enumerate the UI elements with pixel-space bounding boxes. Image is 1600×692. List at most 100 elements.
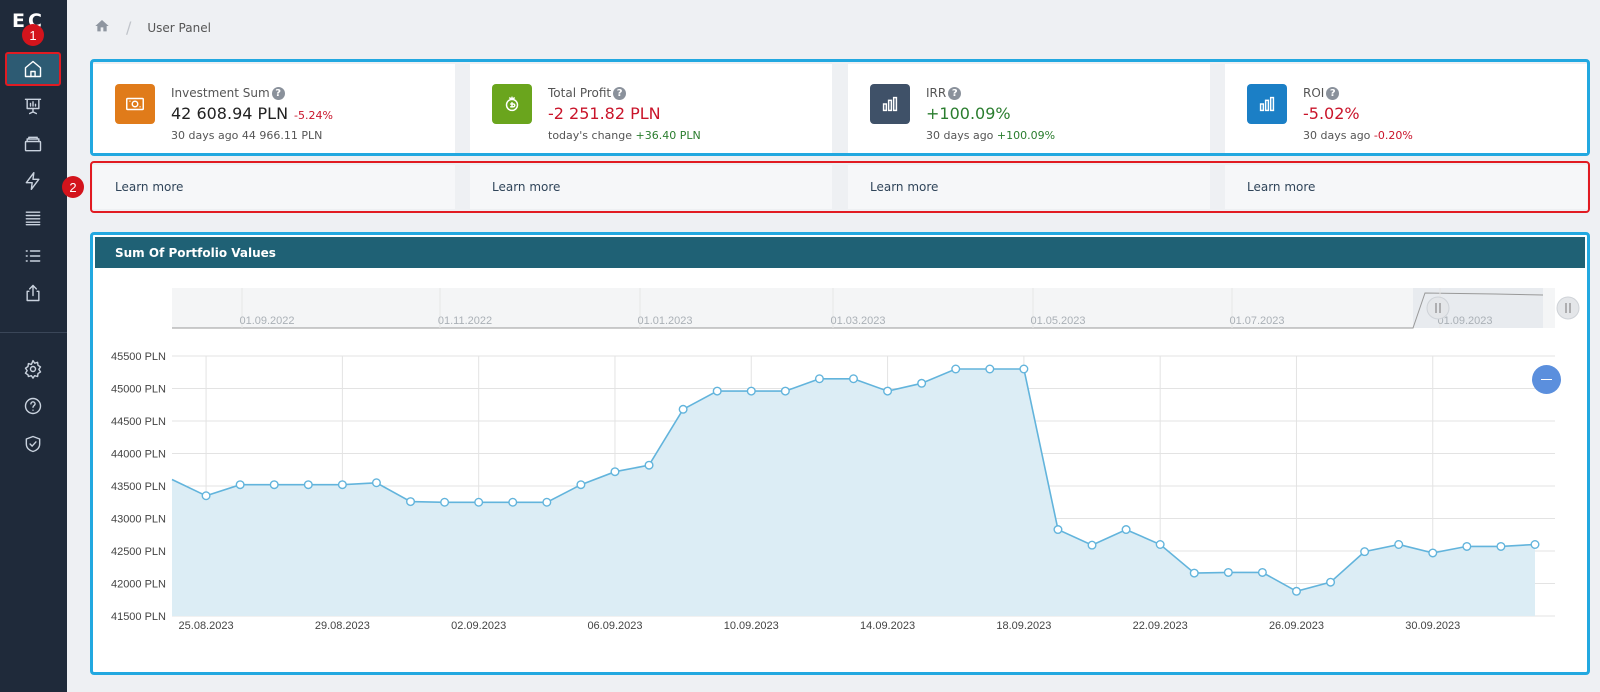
data-point [1155,540,1165,550]
data-point [337,480,347,490]
data-point [406,497,416,507]
stat-value: +100.09% [926,104,1011,123]
data-point [849,374,859,384]
sidebar-item-security[interactable] [12,428,54,460]
data-point [1326,577,1336,587]
question-icon [24,397,42,415]
stat-card-irr: IRR? +100.09% 30 days ago +100.09% [848,64,1210,153]
help-icon[interactable]: ? [271,86,285,100]
x-tick-label: 22.09.2023 [1133,620,1188,632]
x-tick-label: 25.08.2023 [179,620,234,632]
data-point [303,480,313,490]
data-point [951,364,961,374]
stat-label: IRR? [926,86,962,100]
navigator-tick-label: 01.11.2022 [438,315,492,327]
stat-subtext: today's change +36.40 PLN [548,129,701,142]
stat-label: Investment Sum? [171,86,285,100]
stat-card-investment-sum: Investment Sum? 42 608.94 PLN -5.24% 30 d… [93,64,455,153]
navigator-tick-label: 01.01.2023 [637,315,692,327]
sidebar-item-share[interactable] [12,277,54,309]
data-point [985,364,995,374]
stat-label: ROI? [1303,86,1340,100]
x-tick-label: 29.08.2023 [315,620,370,632]
stat-delta: -5.24% [294,109,333,122]
stat-value: 42 608.94 PLN -5.24% [171,104,333,123]
stat-sub-value: +100.09% [996,129,1056,142]
stat-sub-value: +36.40 PLN [635,129,701,142]
data-point [508,497,518,507]
home-icon [24,60,42,78]
sidebar-item-wallet[interactable] [12,128,54,160]
navigator-background [172,288,1555,328]
learn-more-link[interactable]: Learn more [492,180,561,194]
wallet-icon [24,136,42,152]
stat-subtext: 30 days ago -0.20% [1303,129,1413,142]
navigator-handle-grip [1565,303,1571,313]
bar-chart-icon [870,84,910,124]
learn-more-link[interactable]: Learn more [1247,180,1316,194]
presentation-chart-icon [24,98,42,115]
data-point [1496,541,1506,551]
series-area [172,369,1535,616]
data-point [1189,568,1199,578]
data-point [269,480,279,490]
sidebar-item-home[interactable] [5,52,61,86]
data-point [780,386,790,396]
x-tick-label: 14.09.2023 [860,620,915,632]
data-point [1019,364,1029,374]
y-tick-label: 44500 PLN [111,416,166,428]
data-point [371,478,381,488]
x-tick-label: 30.09.2023 [1405,620,1460,632]
navigator-tick-label: 01.03.2023 [830,315,885,327]
breadcrumb-home[interactable] [94,18,110,37]
gear-icon [24,359,42,379]
collapse-button[interactable] [1532,365,1561,394]
breadcrumb-separator: / [126,18,132,37]
sidebar-item-stack[interactable] [12,202,54,234]
data-point [712,386,722,396]
data-point [746,386,756,396]
learn-more-link[interactable]: Learn more [115,180,184,194]
stack-list-icon [25,211,41,226]
step-badge-2: 2 [62,176,84,198]
data-point [1087,540,1097,550]
x-tick-label: 10.09.2023 [724,620,779,632]
data-point [235,480,245,490]
chart-navigator[interactable]: 01.09.2022 01.11.2022 01.01.2023 01.03.2023… [172,288,1580,329]
learn-more-highlight-frame [90,161,1590,213]
sidebar-item-list[interactable] [12,240,54,272]
money-icon [115,84,155,124]
sidebar-item-lightning[interactable] [12,165,54,197]
navigator-tick-label: 01.07.2023 [1229,315,1284,327]
sidebar-item-help[interactable] [12,390,54,422]
navigator-tick-label: 01.09.2022 [239,315,294,327]
data-point [1428,548,1438,558]
help-icon[interactable]: ? [613,86,627,100]
x-tick-label: 26.09.2023 [1269,620,1324,632]
help-icon[interactable]: ? [948,86,962,100]
stats-highlight-frame [90,59,1590,156]
navigator-handle [1426,296,1450,320]
lightning-icon [25,171,40,191]
sidebar-item-settings[interactable] [12,353,54,385]
x-axis: 25.08.2023 29.08.2023 02.09.2023 06.09.2023… [179,620,1461,632]
breadcrumb-current: User Panel [147,20,211,35]
x-tick-label: 18.09.2023 [996,620,1051,632]
stat-subtext: 30 days ago +100.09% [926,129,1056,142]
data-point [1053,525,1063,535]
stat-subtext: 30 days ago 44 966.11 PLN [171,129,323,142]
home-icon [95,20,109,32]
navigator-tick-label: 01.05.2023 [1030,315,1085,327]
y-tick-label: 41500 PLN [111,611,166,623]
navigator-handle-grip [1435,303,1441,313]
learn-more-card: Learn more [1225,165,1587,209]
bar-chart-icon [1247,84,1287,124]
y-tick-label: 45500 PLN [111,351,166,363]
data-point [474,497,484,507]
learn-more-card: Learn more [848,165,1210,209]
navigator-tick-label: 01.09.2023 [1437,315,1492,327]
learn-more-link[interactable]: Learn more [870,180,939,194]
sidebar-item-presentation[interactable] [12,90,54,122]
data-point [201,491,211,501]
help-icon[interactable]: ? [1326,86,1340,100]
